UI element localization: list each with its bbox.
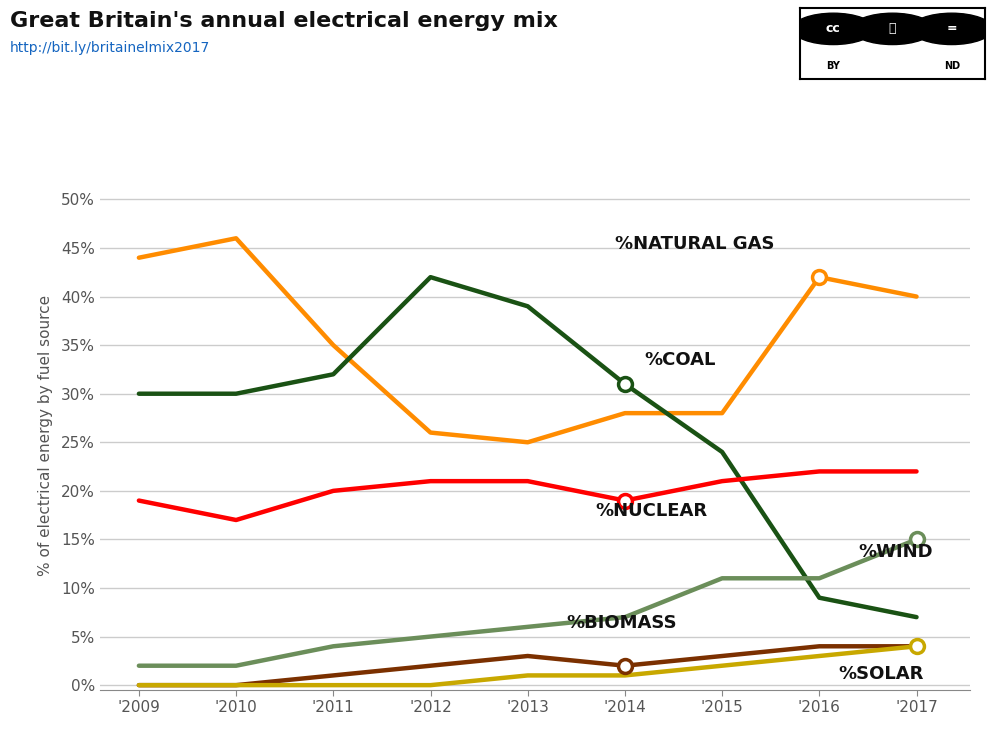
Text: Great Britain's annual electrical energy mix: Great Britain's annual electrical energy… xyxy=(10,11,558,32)
Text: BY: BY xyxy=(826,61,840,71)
Text: %WIND: %WIND xyxy=(858,543,933,561)
Y-axis label: % of electrical energy by fuel source: % of electrical energy by fuel source xyxy=(38,295,53,575)
Circle shape xyxy=(852,13,933,44)
Text: ND: ND xyxy=(944,61,960,71)
Circle shape xyxy=(793,13,874,44)
Text: http://bit.ly/britainelmix2017: http://bit.ly/britainelmix2017 xyxy=(10,41,210,56)
Text: %NUCLEAR: %NUCLEAR xyxy=(596,502,708,520)
Text: ⓘ: ⓘ xyxy=(889,22,896,35)
Text: %BIOMASS: %BIOMASS xyxy=(567,614,677,632)
Text: =: = xyxy=(946,22,957,35)
Text: %SOLAR: %SOLAR xyxy=(839,665,924,683)
Text: %NATURAL GAS: %NATURAL GAS xyxy=(615,235,775,253)
Text: %COAL: %COAL xyxy=(644,352,716,370)
Circle shape xyxy=(911,13,992,44)
Text: cc: cc xyxy=(826,22,841,35)
